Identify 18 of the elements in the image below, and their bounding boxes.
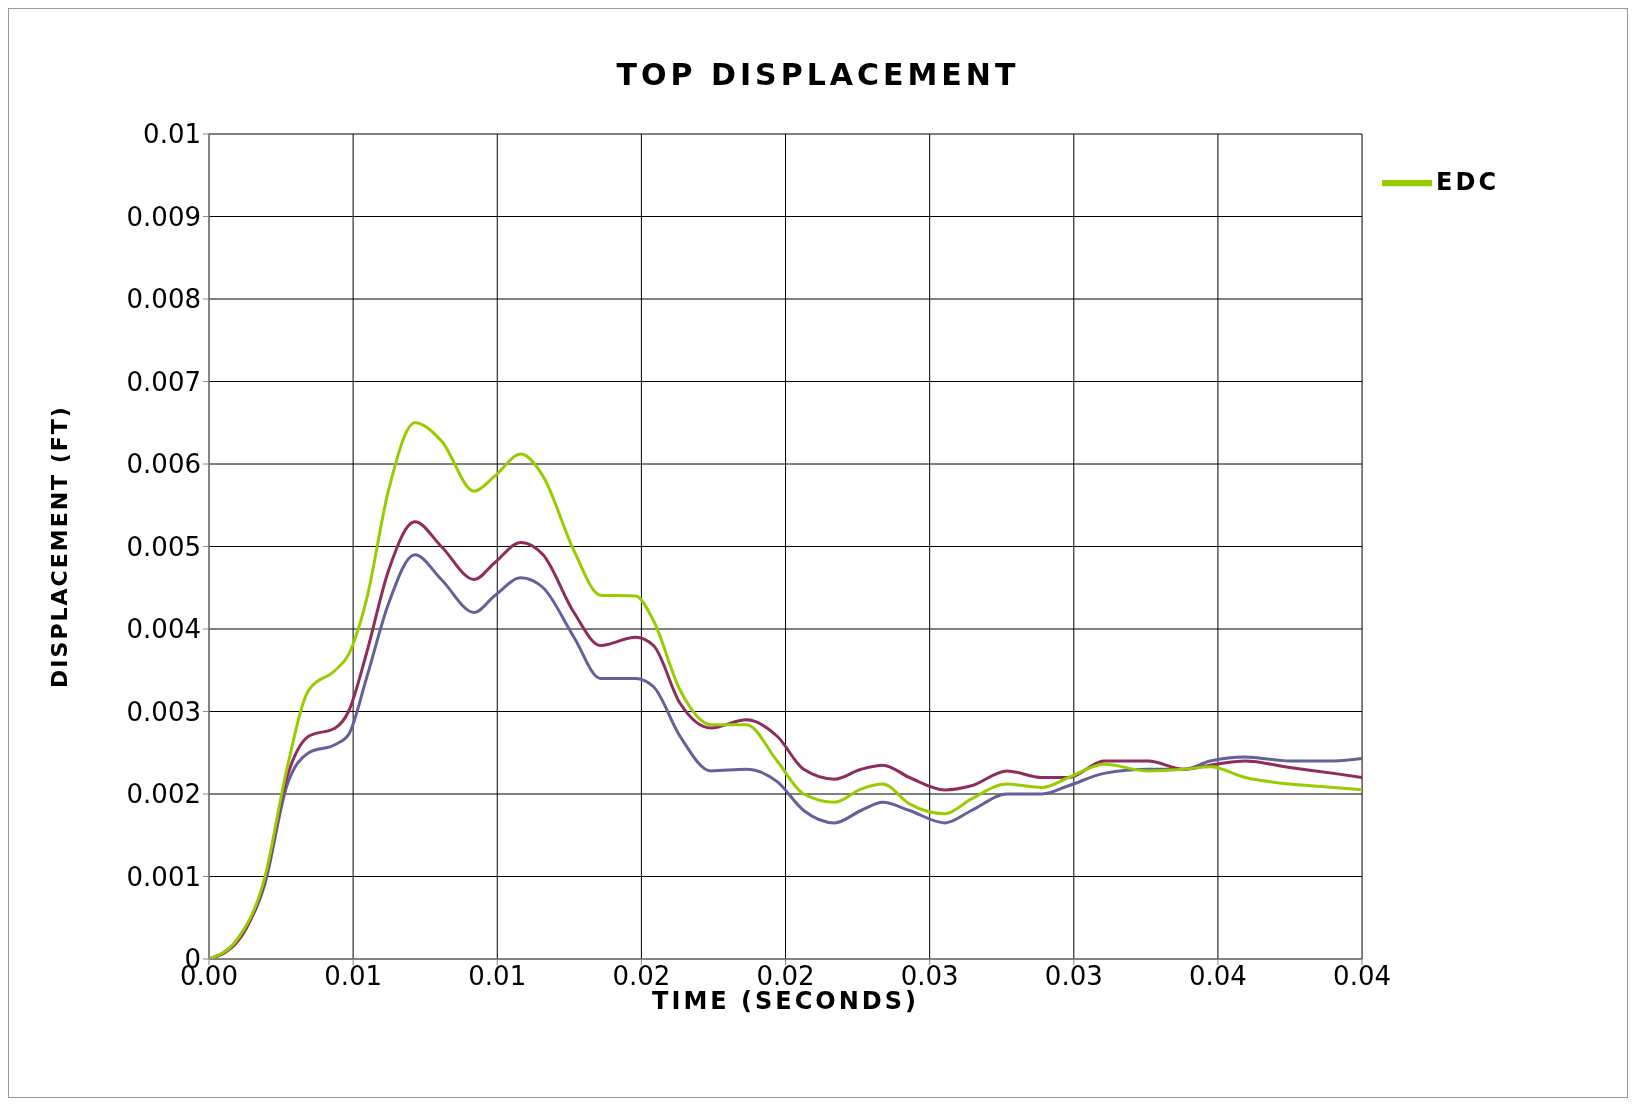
x-tick-label: 0.04 bbox=[1188, 961, 1247, 992]
x-tick-label: 0.01 bbox=[324, 961, 383, 992]
x-tick-label: 0.01 bbox=[468, 961, 527, 992]
y-tick-label: 0.002 bbox=[126, 779, 201, 810]
y-axis-title: DISPLACEMENT (FT) bbox=[46, 405, 72, 688]
y-tick-label: 0.01 bbox=[143, 119, 201, 150]
x-tick-label: 0.04 bbox=[1333, 961, 1392, 992]
y-tick-label: 0.009 bbox=[126, 201, 201, 232]
y-tick-label: 0.005 bbox=[126, 531, 201, 562]
y-tick-label: 0.006 bbox=[126, 449, 201, 480]
y-tick-label: 0.007 bbox=[126, 366, 201, 397]
x-tick-label: 0.03 bbox=[1044, 961, 1103, 992]
y-tick-label: 0.003 bbox=[126, 696, 201, 727]
y-tick-label: 0.001 bbox=[126, 861, 201, 892]
chart-title: TOP DISPLACEMENT bbox=[615, 57, 1021, 92]
y-tick-label: 0.004 bbox=[126, 614, 201, 645]
legend-label: EDC bbox=[1436, 168, 1499, 196]
y-tick-label: 0.008 bbox=[126, 284, 201, 315]
